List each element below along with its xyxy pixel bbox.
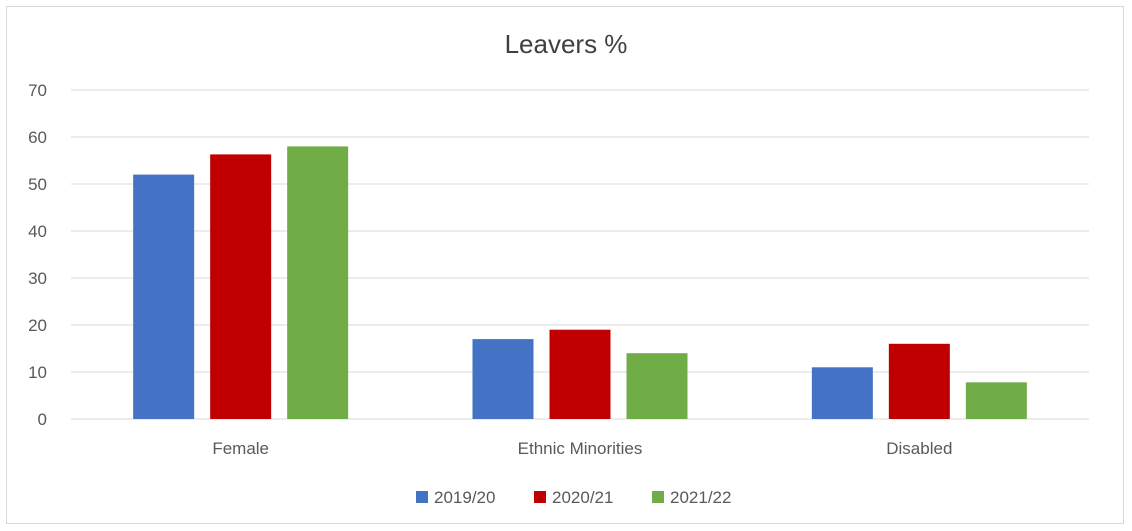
bar-2020-21-ethnic-minorities (549, 329, 611, 419)
legend-swatch (652, 491, 664, 503)
y-tick-label: 60 (28, 128, 47, 147)
legend: 2019/20 2020/21 2021/22 (416, 488, 731, 507)
bar-2019-20-disabled (811, 367, 873, 419)
bar-2021-22-ethnic-minorities (626, 353, 688, 419)
bar-2021-22-disabled (965, 382, 1027, 419)
legend-swatch (534, 491, 546, 503)
y-tick-label: 70 (28, 81, 47, 100)
y-tick-label: 40 (28, 222, 47, 241)
y-tick-label: 50 (28, 175, 47, 194)
bars (133, 146, 1027, 419)
bar-2021-22-female (287, 146, 349, 419)
y-tick-label: 0 (38, 410, 47, 429)
x-category-label: Female (212, 439, 269, 458)
x-category-label: Disabled (886, 439, 952, 458)
legend-label: 2020/21 (552, 488, 613, 507)
y-tick-label: 20 (28, 316, 47, 335)
y-tick-label: 30 (28, 269, 47, 288)
y-tick-label: 10 (28, 363, 47, 382)
y-axis-ticks: 0 10 20 30 40 50 60 70 (28, 81, 47, 429)
legend-label: 2019/20 (434, 488, 495, 507)
chart: Leavers % 0 10 20 30 40 50 60 70 Female Ethnic M… (6, 6, 1124, 524)
chart-title: Leavers % (505, 29, 628, 59)
bar-2020-21-disabled (888, 343, 950, 419)
bar-2019-20-female (133, 174, 195, 419)
legend-swatch (416, 491, 428, 503)
bar-2019-20-ethnic-minorities (472, 339, 534, 419)
legend-label: 2021/22 (670, 488, 731, 507)
x-category-label: Ethnic Minorities (518, 439, 643, 458)
bar-2020-21-female (210, 154, 272, 419)
chart-svg: Leavers % 0 10 20 30 40 50 60 70 Female Ethnic M… (28, 29, 1089, 507)
x-axis-categories: Female Ethnic Minorities Disabled (212, 439, 952, 458)
